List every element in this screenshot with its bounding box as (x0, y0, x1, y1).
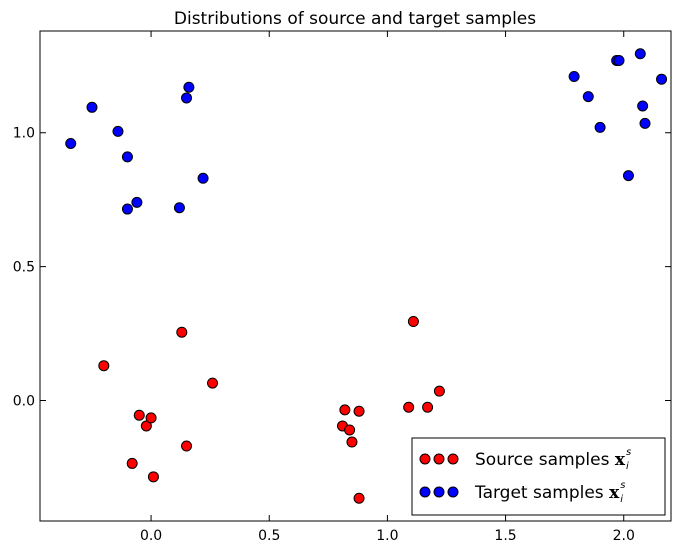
target-sample-point (197, 172, 209, 184)
source-sample-point (407, 316, 419, 328)
source-sample-point (433, 385, 445, 397)
legend-marker-source (419, 453, 431, 465)
y-tick-label: 1.0 (13, 126, 35, 142)
y-tick-label: 0.0 (13, 394, 35, 410)
legend-marker-target (447, 486, 459, 498)
y-tick-label: 0.5 (13, 260, 35, 276)
source-sample-point (176, 326, 188, 338)
target-sample-point (86, 101, 98, 113)
target-sample-point (594, 121, 606, 133)
target-sample-point (613, 54, 625, 66)
source-sample-point (145, 412, 157, 424)
target-sample-point (582, 91, 594, 103)
target-sample-point (181, 92, 193, 104)
target-sample-point (183, 81, 195, 93)
legend-subscript-target: i (620, 494, 623, 505)
source-sample-point (181, 440, 193, 452)
target-sample-point (639, 117, 651, 129)
target-sample-point (173, 202, 185, 214)
source-sample-point (403, 401, 415, 413)
source-sample-point (207, 377, 219, 389)
legend-marker-source (447, 453, 459, 465)
target-sample-point (637, 100, 649, 112)
source-sample-point (133, 409, 145, 421)
legend-superscript-target: s (620, 480, 625, 491)
legend-label-target: Target samples x (474, 483, 620, 503)
x-tick-label: 0.5 (258, 528, 280, 544)
legend-superscript-source: s (626, 447, 631, 458)
legend-subscript-source: i (626, 461, 629, 472)
axis-ticks: 0.0 0.5 1.0 1.5 2.0 0.0 0.5 1.0 (13, 31, 671, 544)
x-tick-label: 1.0 (376, 528, 398, 544)
target-sample-point (65, 137, 77, 149)
target-sample-point (656, 73, 668, 85)
target-sample-point (634, 48, 646, 60)
legend-box (411, 437, 666, 516)
target-sample-point (622, 170, 634, 182)
chart-title: Distributions of source and target sampl… (174, 9, 536, 29)
target-sample-point (121, 203, 133, 215)
target-sample-point (131, 196, 143, 208)
legend-marker-source (433, 453, 445, 465)
legend-marker-target (433, 486, 445, 498)
source-sample-point (339, 404, 351, 416)
target-sample-point (121, 151, 133, 163)
source-sample-point (147, 471, 159, 483)
source-sample-point (98, 360, 110, 372)
source-sample-point (140, 420, 152, 432)
source-sample-point (126, 457, 138, 469)
source-sample-point (346, 436, 358, 448)
x-tick-label: 1.5 (494, 528, 516, 544)
legend-marker-target (419, 486, 431, 498)
source-sample-point (353, 492, 365, 504)
source-sample-point (422, 401, 434, 413)
target-sample-point (112, 125, 124, 137)
target-sample-point (568, 71, 580, 83)
x-tick-label: 0.0 (140, 528, 162, 544)
source-sample-point (344, 424, 356, 436)
source-sample-point (353, 405, 365, 417)
data-points (65, 48, 668, 504)
legend-label-source: Source samples x (475, 450, 626, 470)
x-tick-label: 2.0 (613, 528, 635, 544)
plot-frame (39, 30, 672, 522)
